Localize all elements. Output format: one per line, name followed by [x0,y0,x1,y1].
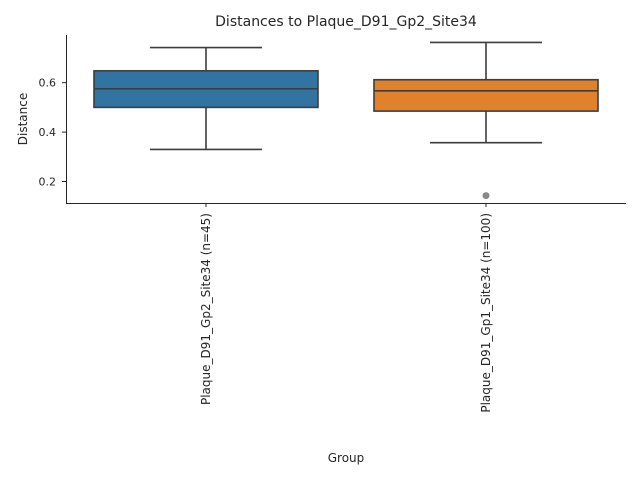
y-tick-label: 0.4 [39,126,57,139]
y-axis-label: Distance [16,93,30,145]
box-iqr [373,78,599,112]
y-tick-label: 0.6 [39,77,57,90]
y-tick-label: 0.2 [39,176,57,189]
chart-title: Distances to Plaque_D91_Gp2_Site34 [215,14,477,30]
outlier-point [482,192,490,199]
plot-area: 0.2 0.4 0.6 Plaque_D91_Gp2_Site34 (n=45) Pla… [39,41,599,413]
x-tick-label: Plaque_D91_Gp2_Site34 (n=45) [199,213,213,405]
x-axis-label: Group [328,451,365,465]
x-tick-label: Plaque_D91_Gp1_Site34 (n=100) [479,213,493,413]
